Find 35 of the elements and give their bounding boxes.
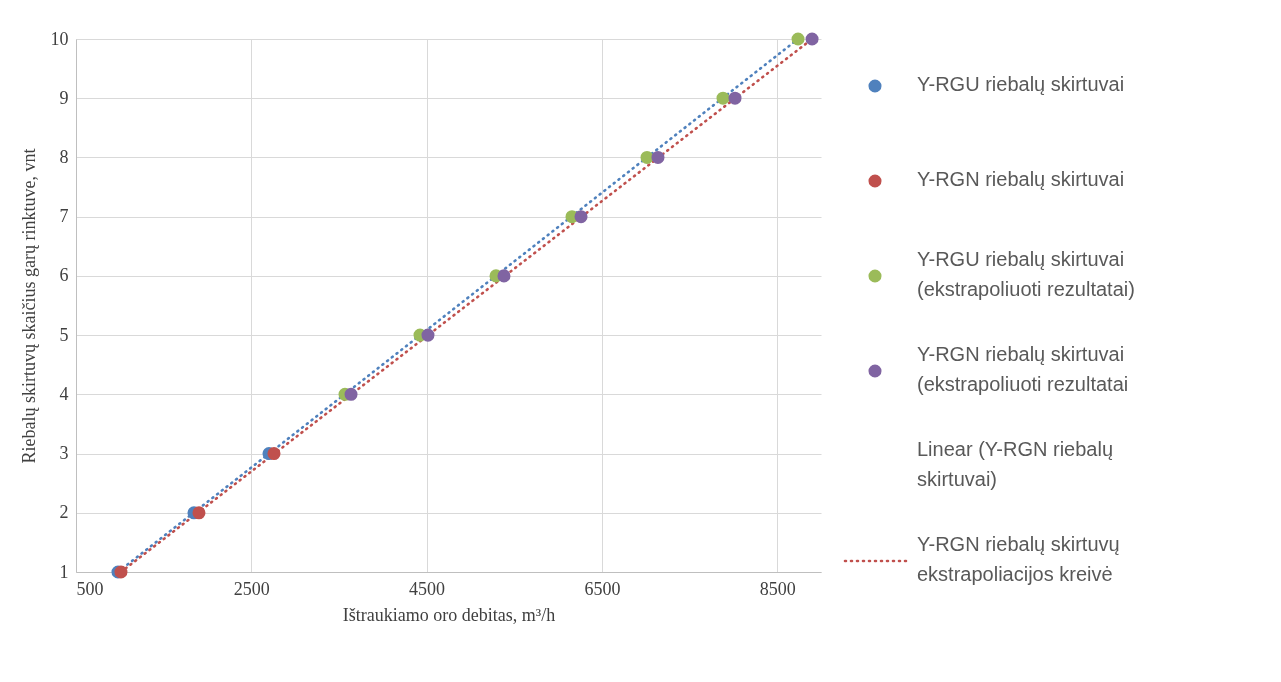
y-axis-title: Riebalų skirtuvų skaičius garų rinktuve, vnt <box>18 148 39 464</box>
point <box>728 91 742 105</box>
legend-label: Y-RGU riebalų skirtuvai <box>917 73 1125 95</box>
x-tick-label: 500 <box>76 578 104 599</box>
text: Linear (Y-RGN riebalų skirtuvai) <box>917 438 1114 490</box>
y-tick-label: 1 <box>59 561 69 582</box>
point <box>421 328 435 342</box>
point <box>497 269 511 283</box>
point <box>344 387 358 401</box>
legend-label: Y-RGN riebalų skirtuvų ekstrapoliacijos kreivė <box>917 533 1120 585</box>
legend-label: Y-RGU riebalų skirtuvai (ekstrapoliuoti rezultatai) <box>917 248 1135 300</box>
y-tick-label: 7 <box>59 206 69 227</box>
x-axis-title: Ištraukiamo oro debitas, m³/h <box>342 604 556 625</box>
y-tick-label: 9 <box>59 87 69 108</box>
y-tick-label: 3 <box>59 443 69 464</box>
x-tick-label: 6500 <box>584 578 621 599</box>
point <box>267 447 281 461</box>
point <box>805 32 819 46</box>
y-tick-label: 4 <box>59 383 69 404</box>
y-tick-label: 5 <box>59 324 69 345</box>
point <box>716 91 730 105</box>
y-tick-label: 2 <box>59 502 69 523</box>
point <box>574 210 588 224</box>
point <box>640 150 654 164</box>
point <box>192 506 206 520</box>
legend-label: Y-RGN riebalų skirtuvai <box>917 168 1125 190</box>
point <box>791 32 805 46</box>
x-tick-label: 4500 <box>409 578 446 599</box>
legend-label: Y-RGN riebalų skirtuvai (ekstrapoliuoti rezultatai <box>917 343 1129 395</box>
x-tick-label: 2500 <box>233 578 270 599</box>
y-tick-label: 6 <box>59 265 69 286</box>
y-tick-label: 10 <box>50 28 69 49</box>
y-tick-label: 8 <box>59 146 69 167</box>
point <box>651 150 665 164</box>
x-tick-label: 8500 <box>759 578 796 599</box>
